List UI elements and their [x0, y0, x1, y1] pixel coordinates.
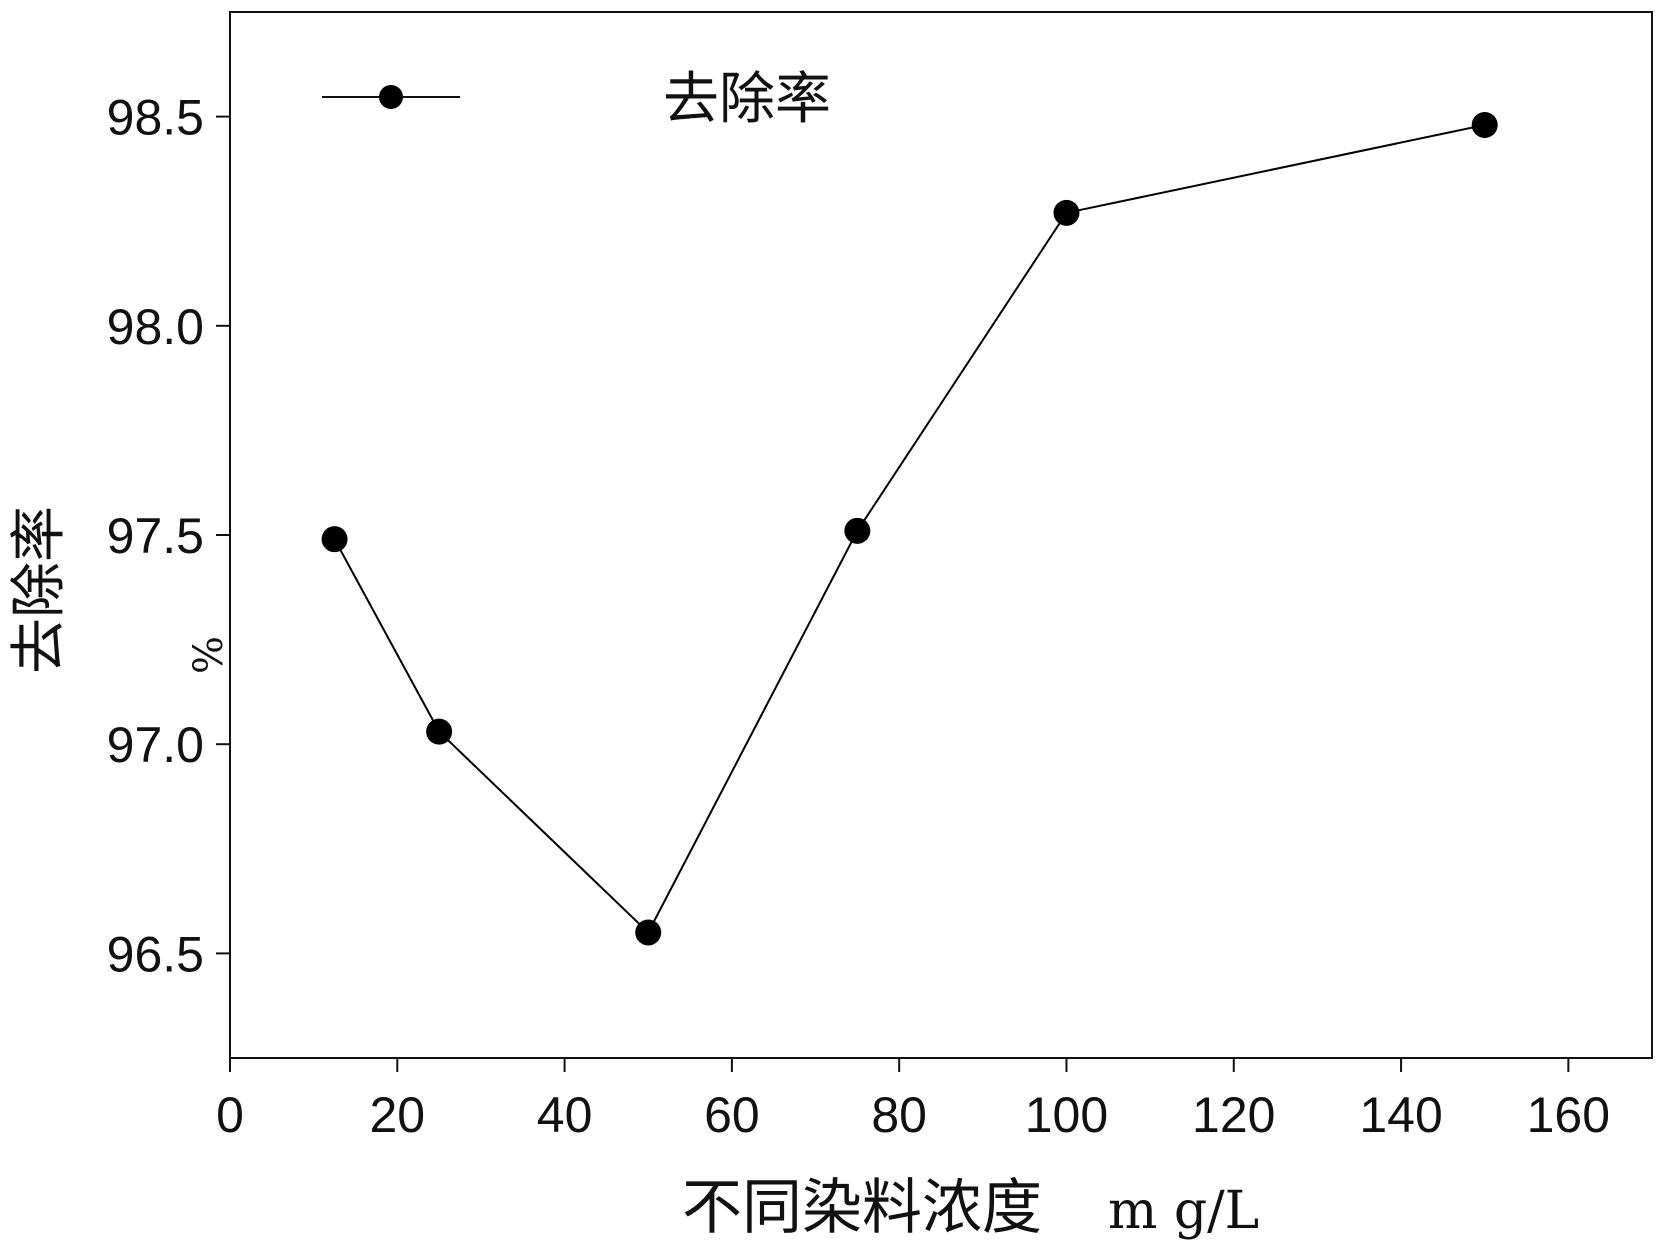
y-axis-label: 去除率 — [7, 506, 72, 674]
data-point — [426, 718, 453, 745]
x-axis-ticks: 0 20 40 60 80 100 120 140 160 — [216, 1058, 1610, 1143]
series-line — [333, 123, 1485, 935]
legend: 去除率 — [322, 67, 831, 132]
x-tick-label: 20 — [369, 1087, 425, 1143]
data-point — [1471, 111, 1498, 138]
x-tick-label: 60 — [704, 1087, 760, 1143]
series-layer — [321, 111, 1498, 946]
legend-label: 去除率 — [663, 67, 831, 132]
x-tick-label: 80 — [871, 1087, 927, 1143]
y-tick-label: 97.0 — [107, 717, 204, 773]
y-tick-label: 98.0 — [107, 299, 204, 355]
data-point — [635, 919, 662, 946]
legend-marker — [379, 85, 403, 109]
x-tick-label: 0 — [216, 1087, 244, 1143]
data-point — [1053, 199, 1080, 226]
plot-frame — [229, 11, 1653, 1059]
y-tick-label: 97.5 — [107, 508, 204, 564]
x-tick-label: 160 — [1527, 1087, 1610, 1143]
y-tick-label: 96.5 — [107, 926, 204, 982]
y-axis-ticks: 96.5 97.0 97.5 98.0 98.5 — [107, 90, 230, 982]
x-tick-label: 140 — [1359, 1087, 1442, 1143]
y-tick-label: 98.5 — [107, 90, 204, 146]
x-tick-label: 120 — [1192, 1087, 1275, 1143]
x-tick-label: 40 — [537, 1087, 593, 1143]
data-point — [844, 517, 871, 544]
data-point — [321, 526, 348, 553]
x-axis-unit: m g/L — [1108, 1181, 1259, 1241]
x-axis-label: 不同染料浓度 — [682, 1173, 1042, 1243]
y-axis-unit: % — [186, 636, 232, 674]
x-tick-label: 100 — [1025, 1087, 1108, 1143]
